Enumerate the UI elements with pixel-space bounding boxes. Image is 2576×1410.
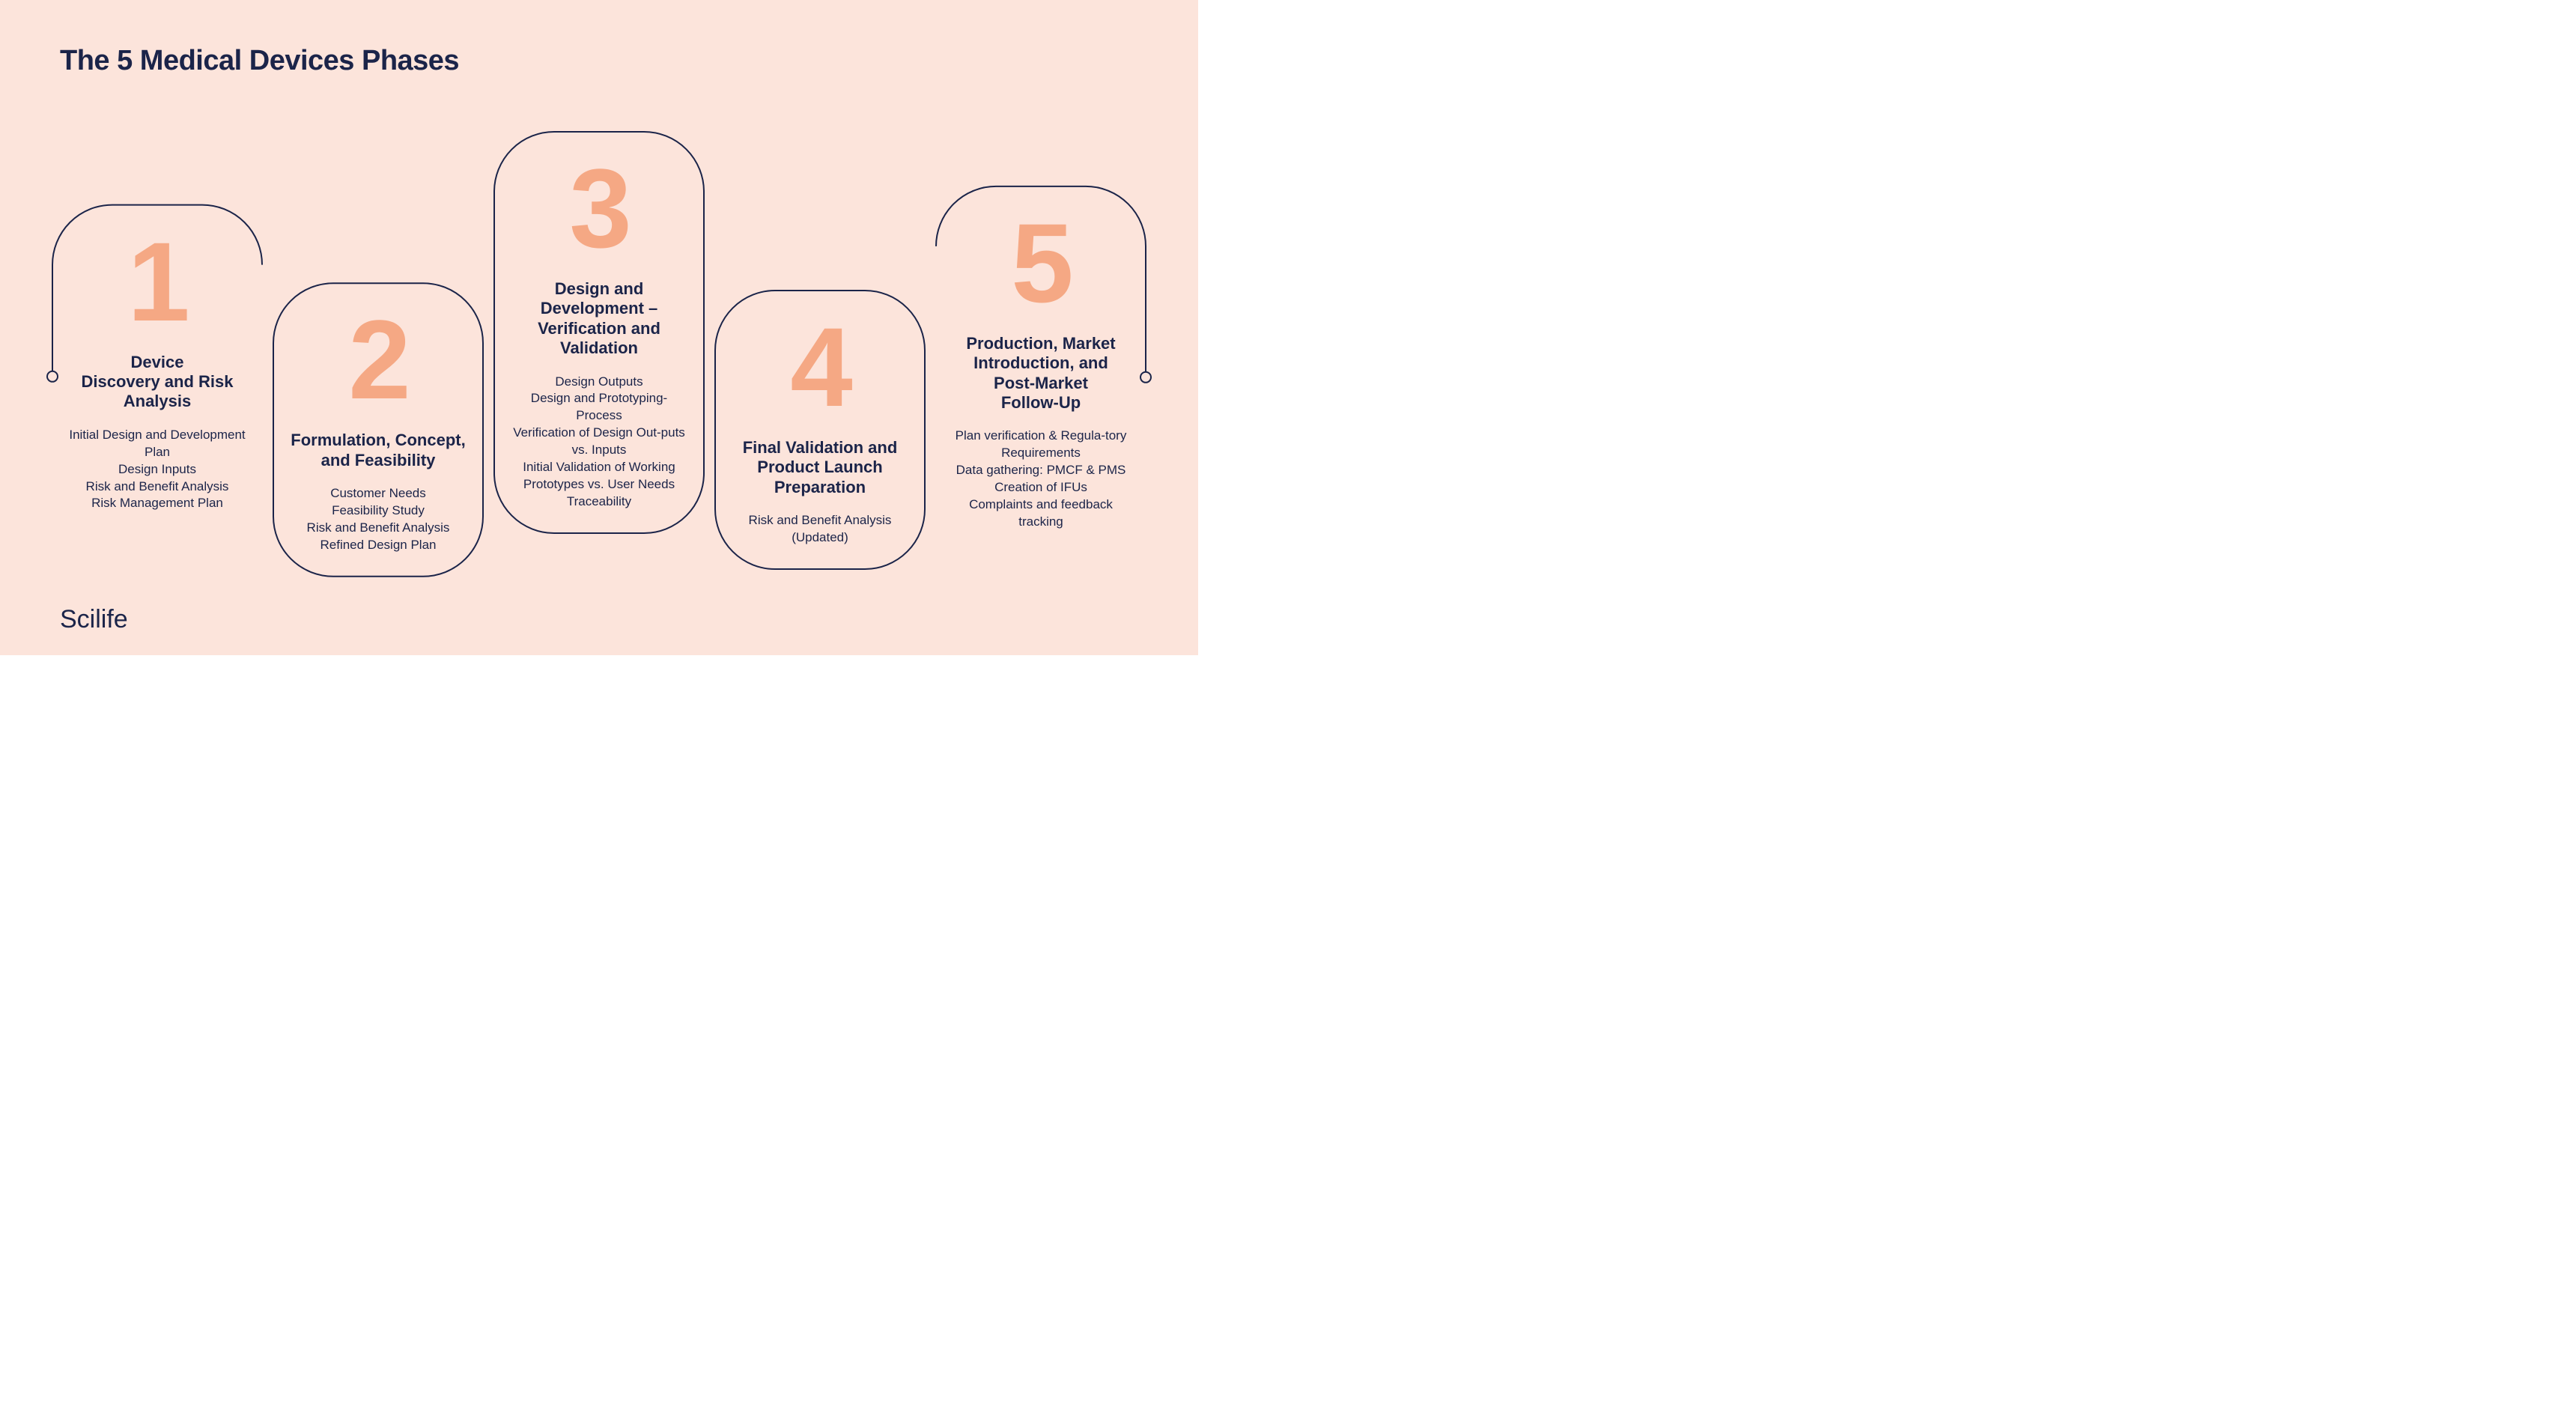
phase-items: Risk and Benefit Analysis (Updated): [730, 512, 910, 547]
phase-number: 4: [790, 322, 849, 412]
phase-title: Production, Market Introduction, and Pos…: [951, 334, 1131, 413]
phase-item: Complaints and feedback tracking: [951, 496, 1131, 531]
phase-items: Design OutputsDesign and Prototyping-Pro…: [509, 374, 689, 511]
phase-number: 1: [127, 237, 186, 326]
phase-col-5: 5 Production, Market Introduction, and P…: [944, 218, 1138, 531]
phases-row: 1 DeviceDiscovery and Risk Analysis Init…: [60, 116, 1138, 588]
phase-item: Risk and Benefit Analysis: [307, 520, 450, 537]
phase-title: Design and Development – Verification an…: [509, 279, 689, 359]
phase-item: Feasibility Study: [307, 502, 450, 520]
phase-col-1: 1 DeviceDiscovery and Risk Analysis Init…: [60, 237, 255, 513]
phase-item: Traceability: [509, 493, 689, 511]
phase-item: Data gathering: PMCF & PMS: [951, 462, 1131, 479]
phase-item: Design Inputs: [67, 461, 247, 478]
phase-item: Customer Needs: [307, 485, 450, 502]
phase-item: Risk and Benefit Analysis (Updated): [730, 512, 910, 547]
phase-item: Risk Management Plan: [67, 495, 247, 512]
phase-item: Design and Prototyping-Process: [509, 390, 689, 425]
page-title: The 5 Medical Devices Phases: [60, 45, 459, 77]
phase-items: Initial Design and Development PlanDesig…: [67, 427, 247, 513]
phase-col-4: 4 Final Validation and Product Launch Pr…: [723, 322, 917, 547]
phase-item: Refined Design Plan: [307, 537, 450, 554]
brand-logo: Scilife: [60, 605, 128, 634]
phase-title: Final Validation and Product Launch Prep…: [730, 438, 910, 497]
phase-item: Verification of Design Out-puts vs. Inpu…: [509, 425, 689, 459]
phase-items: Customer NeedsFeasibility StudyRisk and …: [307, 485, 450, 554]
phase-item: Plan verification & Regula-tory Requirem…: [951, 428, 1131, 462]
phase-item: Risk and Benefit Analysis: [67, 478, 247, 496]
phase-title: Formulation, Concept, and Feasibility: [288, 431, 468, 470]
infographic-canvas: The 5 Medical Devices Phases 1 DeviceDis…: [0, 0, 1198, 655]
phase-number: 5: [1011, 218, 1070, 308]
phase-item: Creation of IFUs: [951, 479, 1131, 496]
phase-number: 2: [348, 314, 407, 404]
phase-number: 3: [569, 163, 628, 253]
phase-col-2: 2 Formulation, Concept, and Feasibility …: [281, 314, 476, 554]
phase-item: Initial Design and Development Plan: [67, 427, 247, 461]
phase-items: Plan verification & Regula-tory Requirem…: [951, 428, 1131, 531]
phase-title: DeviceDiscovery and Risk Analysis: [67, 353, 247, 412]
phase-item: Design Outputs: [509, 374, 689, 391]
phase-col-3: 3 Design and Development – Verification …: [502, 163, 696, 511]
phase-item: Initial Validation of Working Prototypes…: [509, 459, 689, 493]
